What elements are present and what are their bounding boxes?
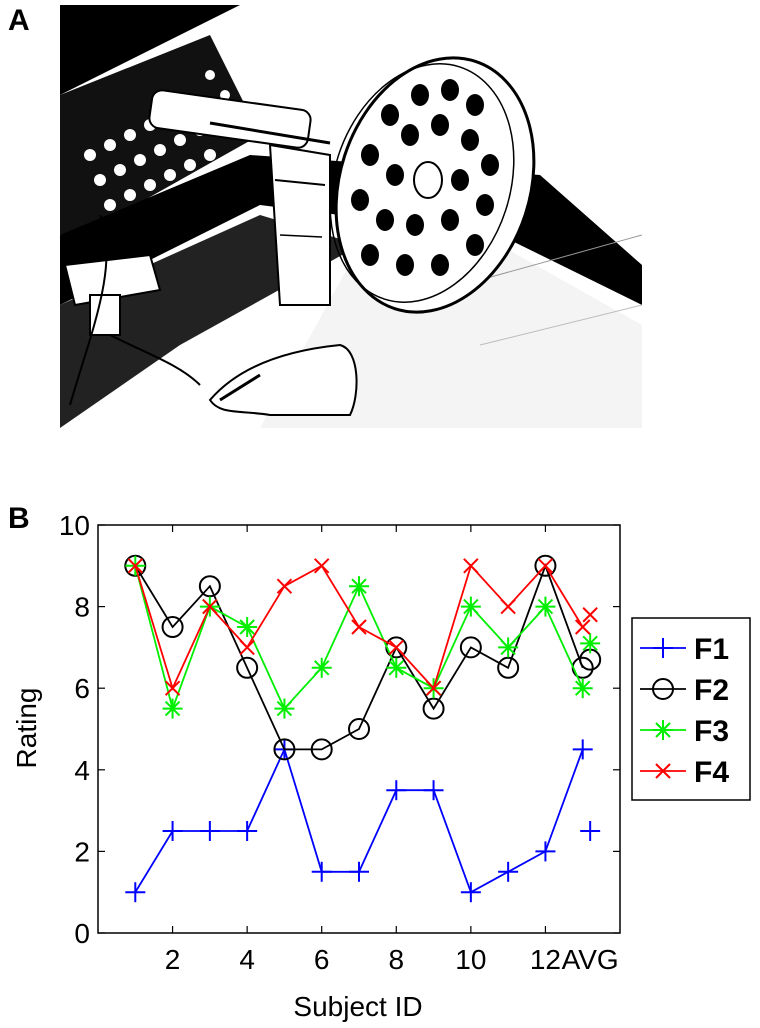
plot-frame — [97, 524, 621, 934]
data-point — [459, 636, 482, 659]
data-point — [161, 616, 184, 638]
y-tick-label: 2 — [74, 836, 90, 867]
legend-item: F2 — [640, 674, 729, 707]
data-point — [388, 639, 404, 656]
legend-label: F1 — [694, 633, 729, 666]
panel-label-b: B — [8, 502, 30, 535]
data-point — [127, 558, 143, 574]
legend: F1 F2 F3 F4 — [631, 617, 751, 801]
data-point — [162, 821, 183, 841]
series-f2 — [124, 554, 602, 761]
data-point — [652, 678, 674, 700]
data-point — [500, 598, 516, 615]
data-point — [348, 718, 370, 740]
legend-label: F4 — [694, 756, 729, 789]
ratings-chart: 0 2 4 6 8 10 2 4 6 8 10 12 AVG F1 F2 F3 F4 Subject ID R… — [11, 510, 751, 1022]
data-point — [653, 638, 673, 658]
panel-label-a: A — [8, 4, 30, 37]
avg-point — [580, 633, 601, 654]
data-point — [273, 738, 296, 761]
y-tick-label: 0 — [74, 918, 90, 949]
data-point — [311, 861, 332, 882]
data-point — [498, 861, 519, 882]
legend-box — [631, 617, 751, 801]
data-point — [653, 720, 673, 740]
data-point — [274, 698, 295, 719]
data-point — [351, 619, 367, 635]
x-tick-label: 6 — [314, 944, 330, 975]
data-point — [534, 554, 557, 577]
data-point — [125, 882, 146, 903]
x-tick-label: 10 — [455, 944, 486, 975]
series-f1 — [125, 739, 601, 903]
data-point — [572, 739, 593, 760]
x-tick-label: 12 — [530, 944, 561, 975]
legend-item: F3 — [640, 715, 729, 748]
y-tick-label: 4 — [74, 755, 90, 786]
axes: 0 2 4 6 8 10 2 4 6 8 10 12 AVG — [59, 510, 621, 975]
apparatus-photo — [60, 5, 642, 428]
data-point — [237, 821, 258, 841]
x-tick-label: 8 — [388, 944, 404, 975]
data-point — [655, 763, 671, 779]
y-tick-label: 8 — [74, 592, 90, 623]
data-point — [162, 698, 183, 719]
data-point — [535, 841, 556, 862]
data-point — [311, 657, 332, 678]
data-point — [310, 738, 333, 761]
data-point — [239, 639, 255, 656]
data-point — [202, 598, 218, 615]
y-tick-label: 6 — [74, 673, 90, 704]
legend-item: F4 — [640, 756, 729, 789]
data-point — [164, 680, 181, 696]
y-tick-label: 10 — [59, 510, 90, 541]
data-point — [386, 657, 407, 678]
legend-label: F2 — [694, 674, 729, 707]
x-tick-label: 2 — [165, 944, 181, 975]
data-point — [425, 680, 442, 696]
data-point — [537, 558, 554, 574]
data-point — [575, 619, 591, 635]
x-tick-label-avg: AVG — [562, 944, 619, 975]
data-point — [460, 882, 481, 903]
y-axis-label: Rating — [11, 688, 42, 769]
data-point — [423, 780, 444, 801]
legend-item: F1 — [640, 633, 729, 666]
x-tick-label: 4 — [239, 944, 255, 975]
data-point — [349, 861, 369, 882]
avg-point — [582, 607, 598, 623]
data-point — [463, 558, 479, 574]
data-point — [535, 596, 556, 617]
data-point — [314, 558, 330, 574]
series-group — [124, 554, 602, 903]
series-f4 — [127, 558, 598, 696]
data-point — [198, 575, 221, 598]
series-line — [134, 563, 584, 751]
data-point — [572, 678, 593, 699]
data-point — [497, 656, 520, 679]
data-point — [349, 576, 369, 597]
x-axis-label: Subject ID — [293, 991, 422, 1022]
data-point — [236, 656, 259, 679]
data-point — [498, 637, 519, 658]
data-point — [460, 596, 481, 617]
data-point — [276, 578, 293, 594]
data-point — [422, 697, 445, 720]
avg-point — [580, 821, 601, 841]
data-point — [237, 617, 258, 637]
data-point — [386, 780, 407, 801]
legend-label: F3 — [694, 715, 729, 748]
data-point — [199, 821, 220, 841]
